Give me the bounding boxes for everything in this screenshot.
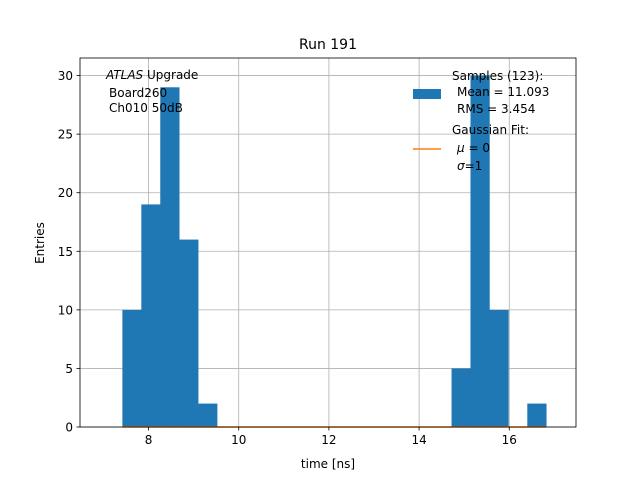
histogram-bar <box>179 239 199 427</box>
y-tick-label: 0 <box>65 421 73 435</box>
y-tick-label: 25 <box>58 128 73 142</box>
legend-sigma-symbol: σ <box>457 159 465 173</box>
chart-title: Run 191 <box>299 37 357 53</box>
legend: Samples (123): Mean = 11.093 RMS = 3.454… <box>413 69 549 173</box>
annotation-line-1: ATLAS Upgrade <box>105 68 198 82</box>
y-axis-ticks: 0 5 10 15 20 25 30 <box>58 69 80 435</box>
y-tick-label: 10 <box>58 303 73 317</box>
legend-fit-header: Gaussian Fit: <box>452 123 529 137</box>
y-axis-label: Entries <box>33 222 47 264</box>
annotation-channel: Ch010 50dB <box>109 101 183 115</box>
histogram-bar <box>122 309 142 427</box>
x-tick-label: 16 <box>502 433 517 447</box>
histogram-bars <box>122 75 547 428</box>
legend-mean: Mean = 11.093 <box>457 85 549 99</box>
histogram-bar <box>160 87 180 428</box>
histogram-bar <box>451 368 471 427</box>
x-axis-label: time [ns] <box>301 457 355 471</box>
legend-samples-header: Samples (123): <box>452 69 543 83</box>
histogram-bar <box>470 75 490 428</box>
x-tick-label: 8 <box>145 433 153 447</box>
legend-sigma: σ=1 <box>457 159 482 173</box>
x-tick-label: 12 <box>321 433 336 447</box>
legend-rms: RMS = 3.454 <box>457 102 535 116</box>
y-tick-label: 5 <box>65 362 73 376</box>
histogram-bar <box>489 309 509 427</box>
x-tick-label: 10 <box>231 433 246 447</box>
histogram-bar <box>198 403 218 427</box>
annotation-atlas: ATLAS <box>105 68 144 82</box>
x-tick-label: 14 <box>411 433 426 447</box>
x-axis-ticks: 8 10 12 14 16 <box>145 427 517 447</box>
legend-sigma-value: =1 <box>465 159 483 173</box>
legend-histogram-swatch <box>413 89 441 99</box>
annotation-box: ATLAS Upgrade Board260 Ch010 50dB <box>105 68 198 115</box>
histogram-bar <box>527 403 547 427</box>
legend-mu: μ = 0 <box>456 141 490 155</box>
y-tick-label: 30 <box>58 69 73 83</box>
annotation-upgrade: Upgrade <box>143 68 198 82</box>
legend-mu-value: = 0 <box>465 141 490 155</box>
plot-frame <box>79 57 577 428</box>
legend-mu-symbol: μ <box>456 141 465 155</box>
y-tick-label: 20 <box>58 186 73 200</box>
y-tick-label: 15 <box>58 245 73 259</box>
histogram-bar <box>141 204 161 427</box>
annotation-board: Board260 <box>109 86 167 100</box>
